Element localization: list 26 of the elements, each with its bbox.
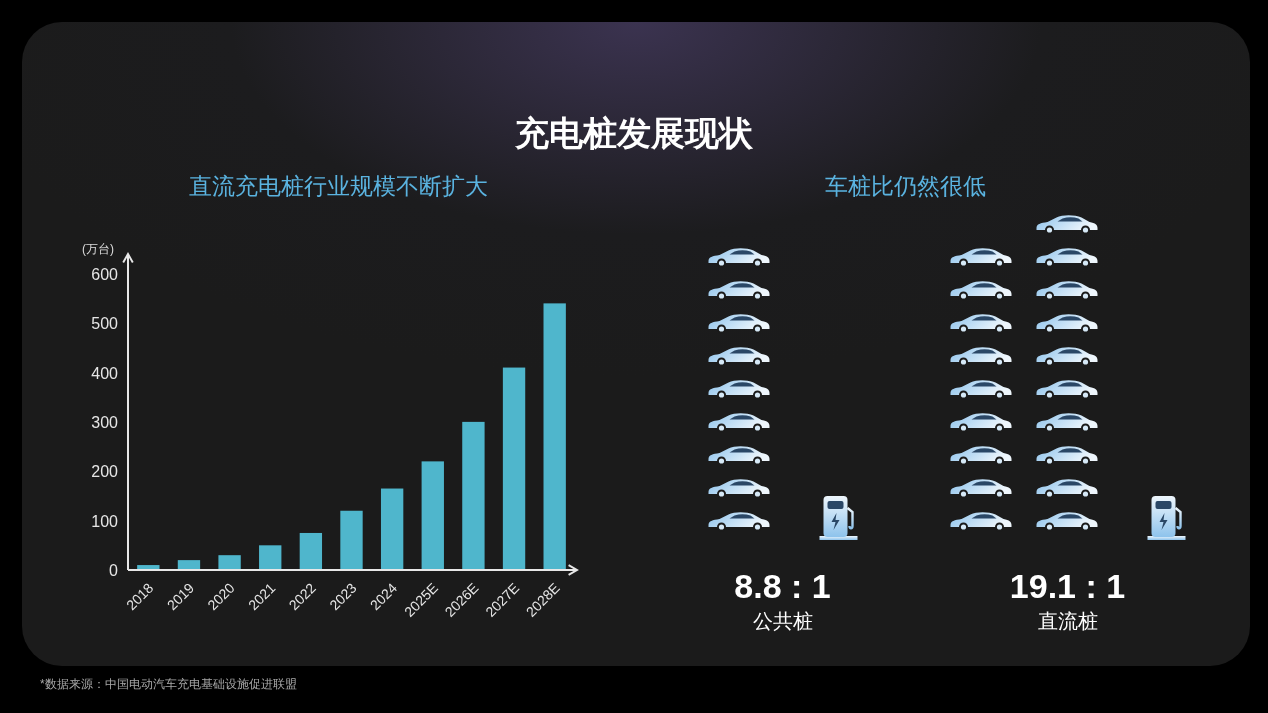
- bar: [543, 303, 566, 570]
- bar: [259, 545, 282, 570]
- chart-subtitle: 直流充电桩行业规模不断扩大: [188, 173, 488, 199]
- y-tick-label: 100: [91, 512, 119, 530]
- data-label: 19.1 : 1: [1009, 567, 1126, 605]
- y-axis-title: (万台): [82, 242, 114, 256]
- text: *数据来源：中国电动汽车充电基础设施促进联盟: [40, 677, 297, 691]
- bar: [177, 560, 201, 570]
- bar: [462, 421, 485, 570]
- y-tick-label: 300: [91, 413, 119, 431]
- y-tick-label: 500: [91, 315, 119, 333]
- bar: [299, 532, 323, 570]
- bar: [502, 367, 526, 570]
- y-tick-label: 600: [91, 265, 119, 283]
- chart-title: 充电桩发展现状: [514, 114, 754, 152]
- text: 车桩比仍然很低: [824, 173, 986, 199]
- category-label: 直流桩: [1037, 610, 1098, 632]
- bar: [340, 510, 363, 570]
- y-tick-label: 200: [91, 463, 119, 481]
- bar: [380, 488, 404, 570]
- y-tick-label: 0: [109, 562, 119, 579]
- bar: [218, 555, 241, 570]
- y-tick-label: 400: [91, 364, 119, 382]
- data-label: 8.8 : 1: [734, 567, 831, 605]
- category-label: 公共桩: [752, 610, 813, 632]
- bar: [421, 461, 444, 570]
